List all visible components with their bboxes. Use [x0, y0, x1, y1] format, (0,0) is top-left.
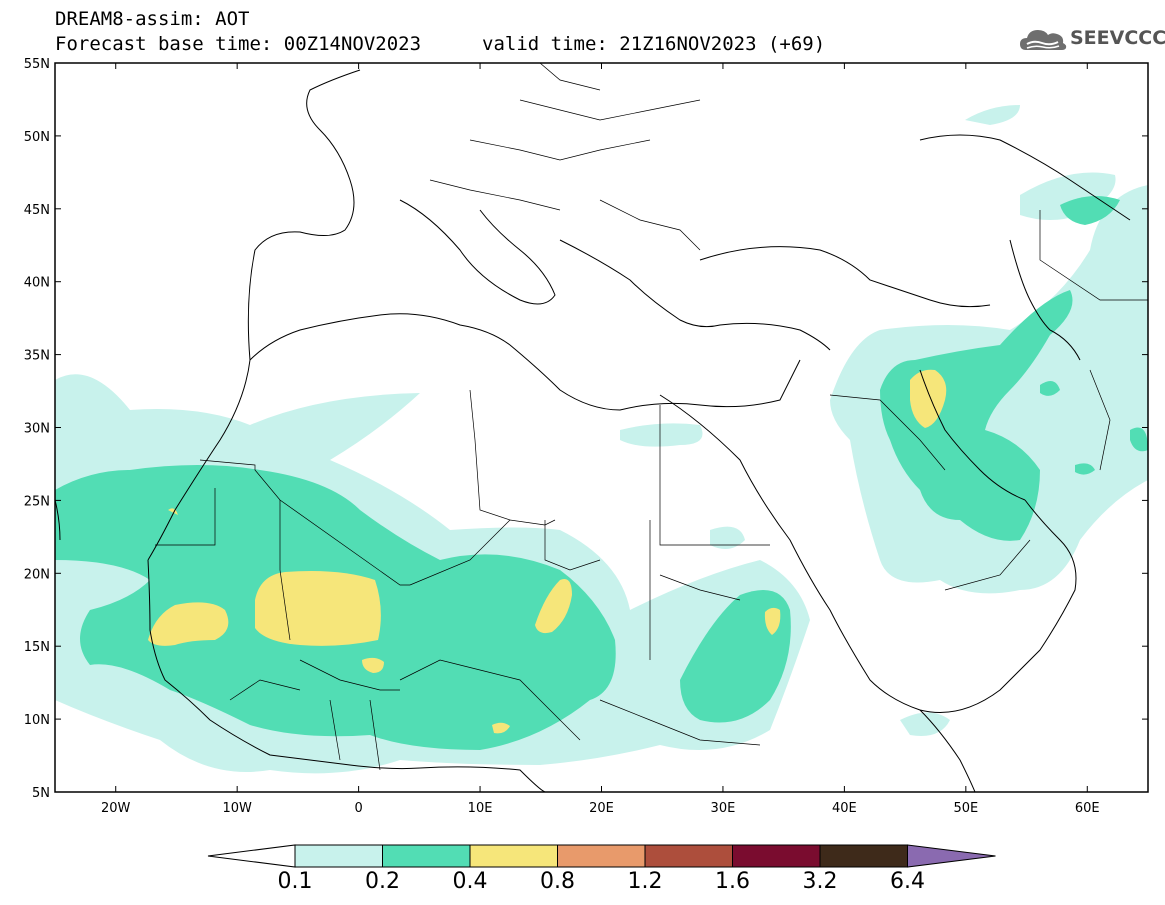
seevccc-logo: SEEVCCC [1018, 24, 1165, 54]
aot-contour-0.2 [55, 196, 1148, 750]
colorbar-swatch [294, 844, 383, 868]
colorbar-level-label: 0.8 [540, 869, 575, 894]
valid-time: valid time: 21Z16NOV2023 (+69) [482, 33, 826, 55]
cloud-icon [1020, 30, 1067, 50]
colorbar-swatch [732, 844, 821, 868]
colorbar-swatch [819, 844, 908, 868]
lon-tick-label: 10E [468, 801, 493, 816]
colorbar-level-label: 0.4 [452, 869, 488, 894]
lat-tick-label: 20N [24, 567, 50, 582]
colorbar-level-label: 1.6 [715, 869, 750, 894]
colorbar-swatch [644, 844, 733, 868]
lat-tick-label: 55N [24, 57, 50, 72]
colorbar-low-arrow [207, 844, 296, 868]
colorbar-swatch [469, 844, 558, 868]
colorbar-level-label: 3.2 [802, 869, 838, 894]
lat-tick-label: 35N [24, 349, 50, 364]
latitude-ticks: 55N 50N 45N 40N 35N 30N 25N 20N 15N 10N 5N [24, 57, 1148, 801]
colorbar-swatch [557, 844, 646, 868]
lon-tick-label: 20E [589, 801, 614, 816]
lat-tick-label: 15N [24, 640, 50, 655]
aot-contour-0.4 [148, 369, 947, 734]
lon-tick-label: 20W [101, 801, 131, 816]
lon-tick-label: 30E [711, 801, 736, 816]
lon-tick-label: 0 [354, 801, 362, 816]
colorbar-level-label: 0.2 [365, 869, 400, 894]
lon-tick-label: 40E [832, 801, 857, 816]
logo-text: SEEVCCC [1070, 27, 1165, 49]
lat-tick-label: 45N [24, 203, 50, 218]
colorbar-level-label: 6.4 [890, 869, 925, 894]
lat-tick-label: 50N [24, 130, 50, 145]
colorbar [207, 844, 996, 868]
lon-tick-label: 10W [222, 801, 252, 816]
lat-tick-label: 25N [24, 494, 50, 509]
lon-tick-label: 60E [1075, 801, 1100, 816]
colorbar-high-arrow [907, 844, 996, 868]
colorbar-level-label: 0.1 [277, 869, 313, 894]
lat-tick-label: 10N [24, 713, 50, 728]
lat-tick-label: 40N [24, 276, 50, 291]
lat-tick-label: 30N [24, 422, 50, 437]
map-title: DREAM8-assim: AOT [55, 8, 250, 30]
lon-tick-label: 50E [953, 801, 978, 816]
colorbar-swatch [382, 844, 471, 868]
aot-field [55, 105, 1148, 774]
coastlines [55, 69, 1131, 792]
lat-tick-label: 5N [32, 786, 50, 801]
forecast-base-time: Forecast base time: 00Z14NOV2023 [55, 33, 422, 55]
country-borders [155, 63, 1148, 771]
colorbar-level-label: 1.2 [627, 869, 663, 894]
longitude-ticks: 20W 10W 0 10E 20E 30E 40E 50E 60E [101, 63, 1100, 816]
